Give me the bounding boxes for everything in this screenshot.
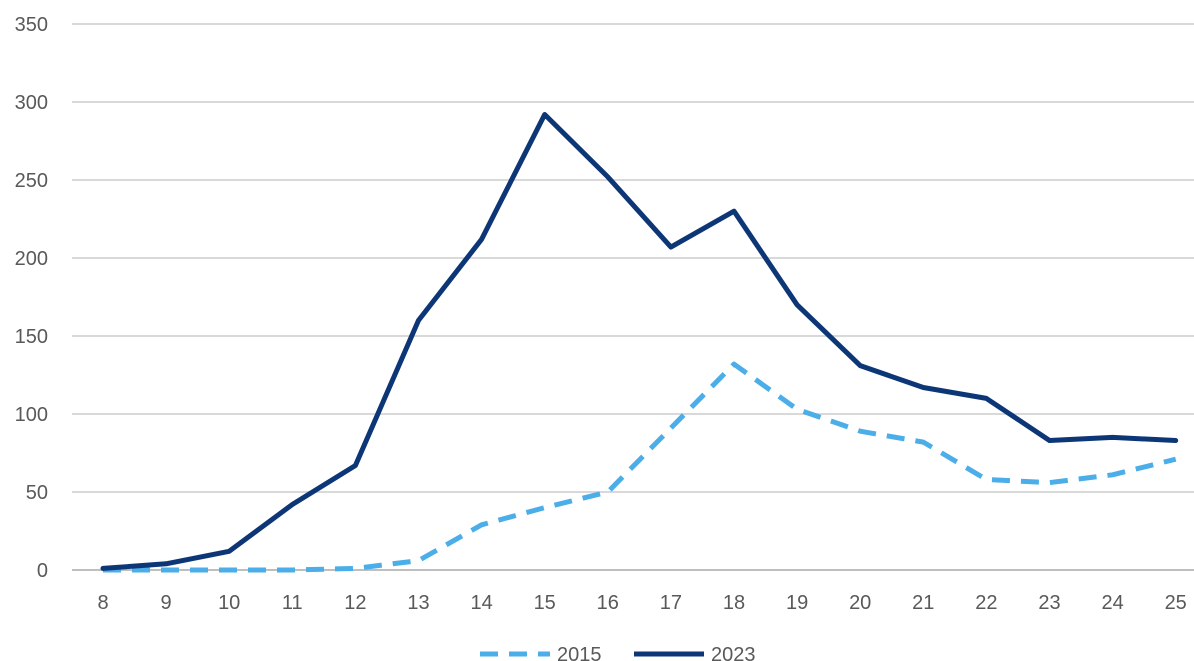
y-tick-label: 300 bbox=[15, 92, 48, 114]
series-lines bbox=[100, 112, 1179, 573]
x-tick-label: 17 bbox=[660, 592, 682, 614]
y-axis-ticks: 0 50 100 150 200 250 300 350 bbox=[15, 14, 48, 582]
y-tick-label: 350 bbox=[15, 14, 48, 36]
y-tick-label: 150 bbox=[15, 326, 48, 348]
series-line-2015 bbox=[103, 361, 1177, 573]
y-tick-label: 50 bbox=[26, 482, 48, 504]
x-tick-label: 21 bbox=[912, 592, 934, 614]
y-tick-label: 250 bbox=[15, 170, 48, 192]
legend-label-2023: 2023 bbox=[711, 644, 756, 661]
x-tick-label: 12 bbox=[344, 592, 366, 614]
x-tick-label: 23 bbox=[1038, 592, 1060, 614]
x-tick-label: 25 bbox=[1165, 592, 1187, 614]
y-tick-label: 0 bbox=[37, 560, 48, 582]
x-tick-label: 16 bbox=[597, 592, 619, 614]
x-tick-label: 18 bbox=[723, 592, 745, 614]
x-tick-label: 13 bbox=[407, 592, 429, 614]
legend: 2015 2023 bbox=[480, 644, 756, 661]
x-tick-label: 10 bbox=[218, 592, 240, 614]
x-tick-label: 19 bbox=[786, 592, 808, 614]
x-tick-label: 24 bbox=[1101, 592, 1123, 614]
x-tick-label: 11 bbox=[282, 592, 303, 614]
legend-label-2015: 2015 bbox=[557, 644, 602, 661]
x-tick-label: 20 bbox=[849, 592, 871, 614]
x-tick-label: 22 bbox=[975, 592, 997, 614]
y-tick-label: 100 bbox=[15, 404, 48, 426]
series-line-2023 bbox=[100, 112, 1179, 571]
x-tick-label: 9 bbox=[161, 592, 172, 614]
x-axis-ticks: 8 9 10 11 12 13 14 15 16 17 18 19 20 21 22 23 24 25 bbox=[97, 592, 1186, 614]
x-tick-label: 14 bbox=[470, 592, 492, 614]
gridlines bbox=[72, 23, 1194, 571]
x-tick-label: 15 bbox=[534, 592, 556, 614]
y-tick-label: 200 bbox=[15, 248, 48, 270]
x-tick-label: 8 bbox=[97, 592, 108, 614]
